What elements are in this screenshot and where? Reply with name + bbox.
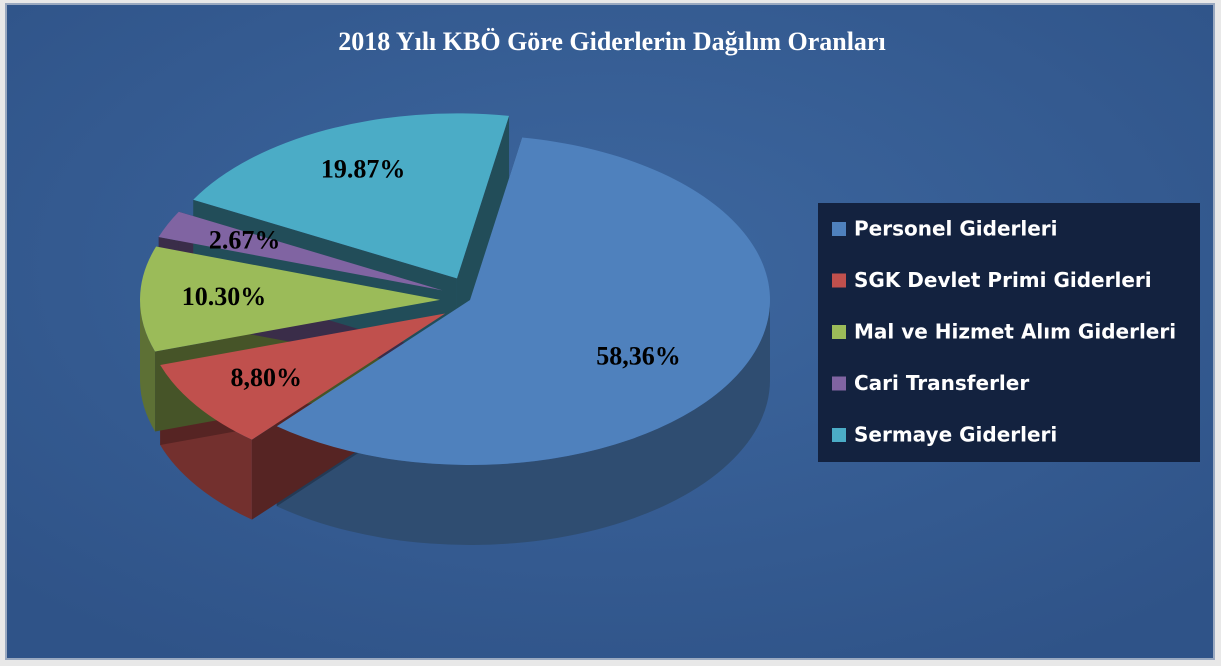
legend-swatch bbox=[832, 376, 846, 391]
legend-box bbox=[818, 203, 1200, 462]
slice-face bbox=[456, 115, 510, 359]
data-label: 2.67% bbox=[209, 226, 281, 255]
data-label: 10.30% bbox=[182, 282, 267, 311]
slice bbox=[160, 313, 446, 440]
legend-label: Cari Transferler bbox=[854, 371, 1029, 395]
chart-title: 2018 Yılı KBÖ Göre Giderlerin Dağılım Or… bbox=[338, 27, 885, 56]
legend-label: SGK Devlet Primi Giderleri bbox=[854, 268, 1152, 292]
legend-swatch bbox=[832, 273, 846, 288]
slice bbox=[193, 113, 510, 279]
data-label: 58,36% bbox=[596, 341, 681, 370]
slice bbox=[158, 211, 443, 291]
legend-swatch bbox=[832, 428, 846, 442]
legend-label: Personel Giderleri bbox=[854, 217, 1058, 241]
legend-swatch bbox=[832, 325, 846, 339]
data-label: 19.87% bbox=[321, 154, 406, 183]
legend-swatch bbox=[832, 222, 846, 236]
slice bbox=[276, 137, 771, 465]
slice bbox=[140, 246, 441, 352]
legend-label: Sermaye Giderleri bbox=[854, 423, 1057, 447]
slice-side bbox=[276, 300, 770, 545]
slice-side bbox=[140, 299, 156, 432]
legend-label: Mal ve Hizmet Alım Giderleri bbox=[854, 320, 1176, 344]
data-label: 8,80% bbox=[230, 363, 302, 392]
